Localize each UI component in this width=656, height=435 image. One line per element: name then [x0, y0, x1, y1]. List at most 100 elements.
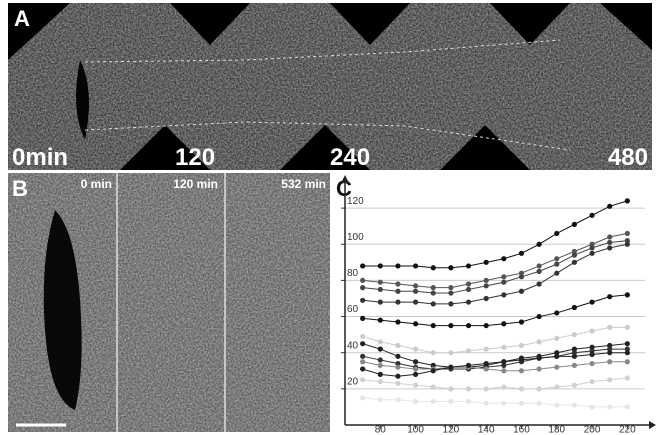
series-line: [362, 200, 628, 269]
data-point: [448, 322, 454, 329]
data-point: [571, 259, 578, 265]
data-point: [554, 353, 560, 359]
data-point: [430, 322, 436, 329]
x-tick-label: 180: [548, 425, 565, 435]
data-point: [589, 241, 595, 247]
data-point: [571, 304, 578, 311]
data-point: [360, 297, 366, 303]
data-point: [536, 313, 542, 320]
track-line: [84, 121, 571, 151]
data-point: [483, 366, 489, 372]
data-point: [412, 263, 419, 269]
data-point: [501, 400, 507, 406]
data-point: [377, 317, 383, 323]
data-point: [589, 299, 595, 305]
data-point: [465, 286, 472, 293]
data-point: [607, 239, 613, 246]
data-point: [607, 377, 613, 383]
data-point: [571, 362, 578, 368]
data-point: [412, 366, 419, 372]
data-point: [624, 238, 630, 244]
data-point: [518, 270, 525, 276]
data-point: [624, 341, 630, 347]
data-point: [483, 360, 489, 367]
mask: [8, 3, 70, 60]
data-point: [448, 350, 454, 356]
data-point: [536, 339, 542, 345]
x-tick-label: 100: [407, 425, 424, 435]
data-point: [501, 344, 507, 350]
series-line: [362, 343, 628, 368]
data-point: [412, 288, 419, 294]
data-point: [554, 261, 560, 267]
data-point: [377, 346, 383, 352]
data-point: [501, 279, 507, 285]
data-point: [448, 398, 454, 405]
data-point: [607, 203, 613, 209]
data-point: [518, 386, 525, 392]
data-point: [589, 379, 595, 385]
data-point: [607, 234, 613, 240]
data-point: [483, 277, 489, 284]
data-point: [589, 404, 595, 410]
data-point: [360, 377, 366, 383]
series-line: [362, 294, 628, 327]
data-point: [589, 360, 595, 367]
data-point: [571, 350, 578, 356]
data-point: [448, 301, 454, 307]
data-point: [377, 279, 383, 285]
data-point: [624, 375, 630, 381]
data-point: [377, 379, 383, 385]
data-point: [395, 397, 401, 403]
data-point: [483, 322, 489, 329]
data-point: [589, 351, 595, 358]
x-tick-label: 160: [513, 425, 530, 435]
data-point: [483, 386, 489, 392]
data-point: [518, 274, 525, 280]
data-point: [377, 362, 383, 368]
data-point: [465, 299, 472, 305]
track-line: [84, 39, 561, 63]
y-tick-label: 40: [347, 340, 359, 351]
data-point: [624, 292, 630, 298]
data-point: [554, 364, 560, 370]
mask: [120, 125, 210, 170]
time-label: 532 min: [281, 177, 326, 191]
mask: [490, 3, 570, 45]
data-point: [501, 292, 507, 298]
wound: [76, 60, 89, 140]
data-point: [536, 281, 542, 287]
data-point: [589, 344, 595, 350]
data-point: [377, 397, 383, 403]
data-point: [501, 321, 507, 327]
data-point: [554, 335, 560, 341]
data-point: [412, 299, 419, 305]
data-point: [501, 274, 507, 280]
mask: [280, 125, 370, 170]
data-point: [395, 360, 401, 367]
data-point: [412, 382, 419, 388]
data-point: [607, 294, 613, 300]
data-point: [360, 395, 366, 401]
data-point: [360, 333, 366, 340]
mask: [440, 125, 530, 170]
data-point: [536, 386, 542, 392]
mask: [170, 3, 250, 45]
data-point: [377, 286, 383, 293]
data-point: [465, 281, 472, 287]
data-point: [395, 342, 401, 349]
data-point: [536, 400, 542, 406]
time-label: 240: [330, 144, 370, 171]
data-point: [536, 366, 542, 372]
x-tick-label: 80: [375, 425, 387, 435]
panel-label: A: [14, 6, 30, 31]
data-point: [501, 359, 507, 365]
data-point: [501, 256, 507, 262]
data-point: [395, 299, 401, 305]
data-point: [607, 324, 613, 330]
mask: [600, 3, 652, 50]
data-point: [430, 362, 436, 368]
data-point: [518, 357, 525, 363]
data-point: [465, 386, 472, 392]
wound: [43, 210, 82, 410]
